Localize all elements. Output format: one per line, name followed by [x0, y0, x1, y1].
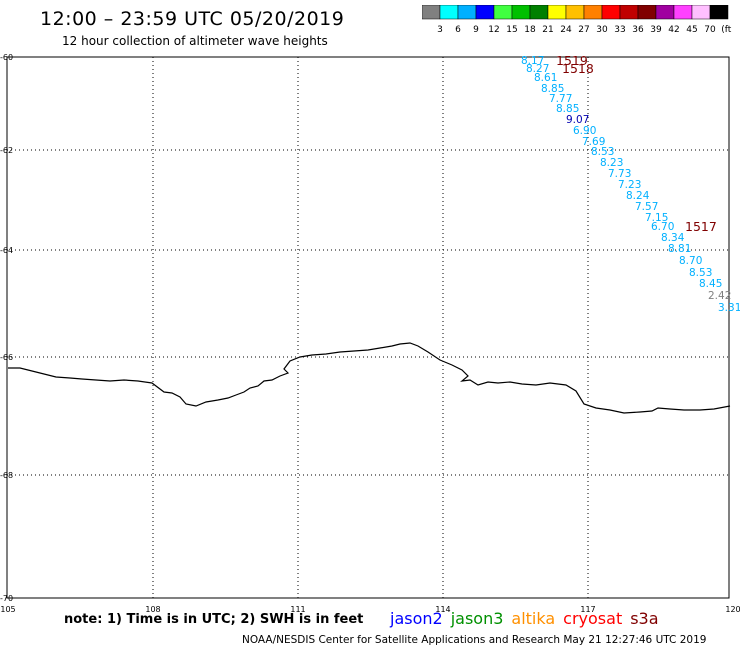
colorbar-label: 12: [488, 25, 499, 35]
wave-height-value: 6.90: [573, 125, 596, 137]
wave-height-value: 7.23: [618, 179, 641, 191]
wave-height-value: 8.34: [661, 232, 685, 244]
longitude-label: 108: [145, 605, 160, 614]
latitude-label: -62: [0, 146, 13, 155]
wave-height-value: 8.27: [526, 63, 549, 75]
pass-time-label: 1519: [556, 53, 588, 68]
wave-height-value: 8.70: [679, 255, 702, 267]
page-subtitle: 12 hour collection of altimeter wave hei…: [62, 34, 328, 48]
wave-height-value: 8.53: [591, 146, 614, 158]
latitude-labels: -60 -62 -64 -66 -68 -70: [0, 53, 13, 603]
colorbar-label: 18: [524, 25, 536, 35]
wave-height-value: 3.31: [718, 302, 740, 314]
wave-height-value: 8.23: [600, 157, 623, 169]
wave-height-value: 9.07: [566, 114, 589, 126]
footer-note: note: 1) Time is in UTC; 2) SWH is in fe…: [64, 612, 364, 627]
latitude-label: -66: [0, 353, 13, 362]
colorbar-label: 33: [614, 25, 625, 35]
colorbar-label: 30: [596, 25, 608, 35]
colorbar-label: 6: [455, 25, 461, 35]
wave-height-value: 7.57: [635, 201, 658, 213]
colorbar-label: 39: [650, 25, 662, 35]
wave-height-value: 8.24: [626, 190, 650, 202]
colorbar-label: 42: [668, 25, 679, 35]
colorbar-label: 21: [542, 25, 553, 35]
satellite-jason2: jason2: [390, 609, 443, 628]
colorbar-label: 9: [473, 25, 479, 35]
wave-height-value: 7.69: [582, 136, 605, 148]
longitude-label: 114: [435, 605, 450, 614]
satellite-altika: altika: [511, 609, 556, 628]
longitude-label: 120: [725, 605, 740, 614]
longitude-labels: 105 108 111 114 117 120: [0, 605, 740, 614]
longitude-label: 111: [290, 605, 305, 614]
colorbar-swatch: [709, 5, 729, 20]
colorbar-label: (ft): [721, 25, 732, 35]
wave-height-value: 7.15: [645, 212, 668, 224]
colorbar-label: 45: [686, 25, 697, 35]
latitude-label: -60: [0, 53, 13, 62]
map-gridlines: [7, 57, 729, 598]
wave-height-value: 8.45: [699, 278, 722, 290]
latitude-label: -68: [0, 471, 13, 480]
wave-height-value: 6.70: [651, 221, 674, 233]
satellite-legend: jason2 jason3 altika cryosat s3a: [390, 609, 667, 628]
colorbar-label: 27: [578, 25, 589, 35]
latitude-label: -70: [0, 594, 13, 603]
wave-height-value: 7.77: [549, 93, 572, 105]
longitude-label: 105: [0, 605, 15, 614]
colorbar-label: 15: [506, 25, 517, 35]
colorbar-label: 36: [632, 25, 644, 35]
wave-height-value: 8.81: [668, 243, 691, 255]
pass-time-label: 1518: [562, 61, 594, 76]
wave-height-value: 2.42: [708, 290, 731, 302]
colorbar-label: 3: [437, 25, 443, 35]
wave-height-labels: 8.178.278.618.857.778.859.076.907.698.53…: [521, 55, 740, 314]
map-frame: [6, 56, 730, 599]
antarctic-coastline: [8, 342, 731, 414]
wave-height-value: 7.73: [608, 168, 631, 180]
footer-credit: NOAA/NESDIS Center for Satellite Applica…: [242, 634, 707, 646]
wave-height-value: 8.17: [521, 55, 544, 67]
wave-height-value: 8.85: [541, 83, 564, 95]
wave-height-value: 8.85: [556, 103, 579, 115]
satellite-s3a: s3a: [630, 609, 659, 628]
colorbar-label: 70: [704, 25, 716, 35]
satellite-jason3: jason3: [450, 609, 504, 628]
pass-time-label: 1517: [685, 219, 717, 234]
longitude-label: 117: [580, 605, 595, 614]
colorbar-label: 24: [560, 25, 572, 35]
page-title: 12:00 – 23:59 UTC 05/20/2019: [40, 8, 345, 30]
latitude-label: -64: [0, 246, 13, 255]
wave-height-value: 8.61: [534, 72, 557, 84]
wave-height-value: 8.53: [689, 267, 712, 279]
satellite-cryosat: cryosat: [563, 609, 623, 628]
